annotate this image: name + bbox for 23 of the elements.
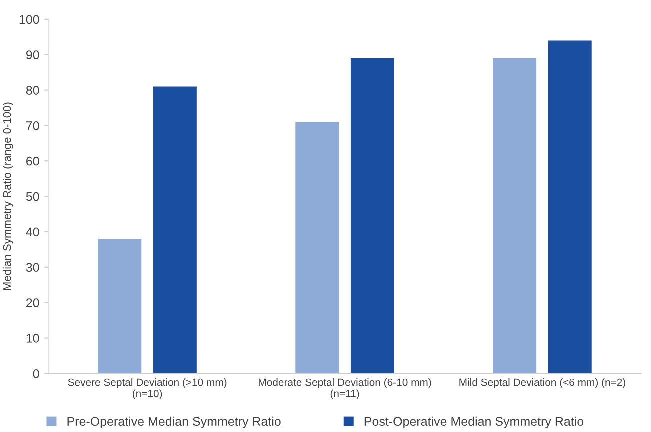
bar [350,58,394,374]
y-tick-label: 50 [26,192,40,202]
y-tick-label: 90 [26,50,40,60]
y-tick-label: 100 [20,15,40,24]
y-tick-label: 80 [26,86,40,95]
bar [98,239,142,374]
y-axis-title: Median Symmetry Ratio (range 0-100) [3,102,14,290]
y-tick-label: 70 [26,122,40,130]
y-tick-label: 40 [26,228,40,237]
y-tick-label: 60 [26,156,40,166]
x-tick-label: Severe Septal Deviation (>10 mm) (n=10) [68,378,227,400]
bar [153,86,197,374]
bar [548,40,592,374]
bar [493,58,537,374]
bar [296,122,340,374]
y-tick-label: 10 [26,334,40,343]
y-tick-label: 20 [26,298,40,308]
y-tick-label: 0 [33,369,40,378]
legend-label: Post-Operative Median Symmetry Ratio [364,416,584,429]
y-tick-label: 30 [26,263,40,272]
legend-label: Pre-Operative Median Symmetry Ratio [68,416,281,429]
x-tick-label: Moderate Septal Deviation (6-10 mm) (n=11) [259,378,432,400]
x-tick-label: Mild Septal Deviation (<6 mm) (n=2) [460,378,626,388]
